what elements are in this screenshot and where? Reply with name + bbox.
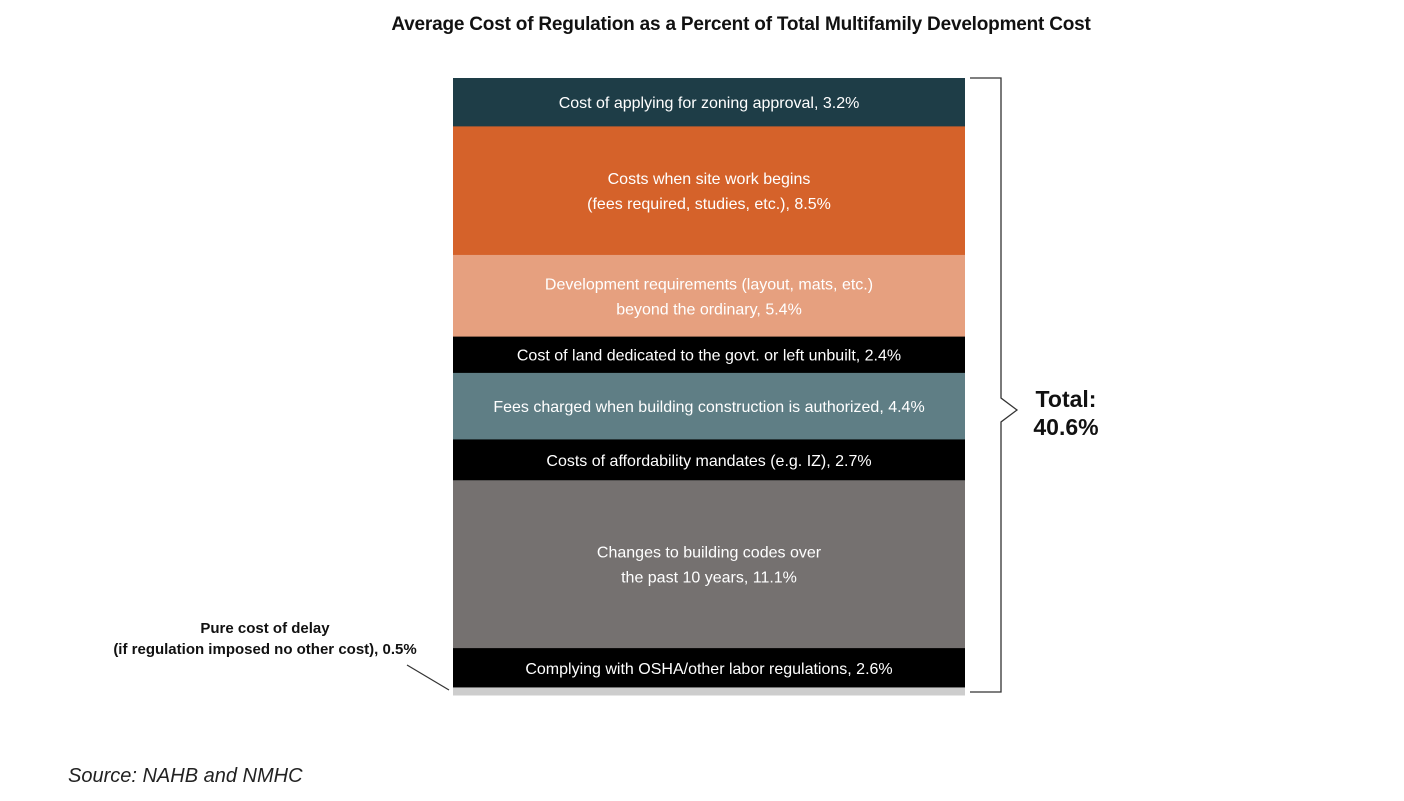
bar-segment-5 [453,439,965,481]
segment-label-1-1: (fees required, studies, etc.), 8.5% [587,196,831,213]
source-note: Source: NAHB and NMHC [68,765,303,787]
segment-label-6-0: Changes to building codes over [597,545,822,562]
total-bracket [970,77,1019,693]
segment-labels: Cost of applying for zoning approval, 3.… [493,95,924,678]
bar-segment-2 [453,254,965,338]
segment-label-4-0: Fees charged when building construction … [493,399,924,416]
segment-label-6-1: the past 10 years, 11.1% [621,570,797,587]
bar-segment-7 [453,648,965,688]
segment-label-2-0: Development requirements (layout, mats, … [545,276,873,293]
segment-label-2-1: beyond the ordinary, 5.4% [616,301,802,318]
total-label: Total: [1036,386,1097,412]
bar-segments [453,78,965,696]
delay-leader-line [406,664,450,691]
total-value: 40.6% [1033,414,1098,440]
segment-label-7-0: Complying with OSHA/other labor regulati… [525,661,892,678]
delay-annotation-line-1: Pure cost of delay [200,620,330,637]
bar-segment-0 [453,78,965,127]
bar-segment-3 [453,336,965,374]
bar-segment-1 [453,126,965,256]
segment-label-0-0: Cost of applying for zoning approval, 3.… [559,95,860,112]
chart-title: Average Cost of Regulation as a Percent … [391,14,1091,35]
segment-label-5-0: Costs of affordability mandates (e.g. IZ… [546,453,871,470]
segment-label-3-0: Cost of land dedicated to the govt. or l… [517,348,901,365]
delay-annotation-line-2: (if regulation imposed no other cost), 0… [113,641,416,658]
bar-segment-8 [453,687,965,696]
bar-segment-6 [453,480,965,649]
segment-label-1-0: Costs when site work begins [608,171,811,188]
bar-segment-4 [453,372,965,440]
